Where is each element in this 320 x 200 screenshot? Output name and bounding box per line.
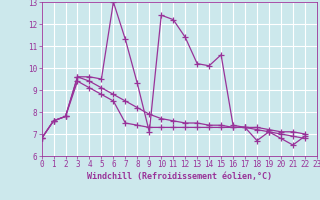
X-axis label: Windchill (Refroidissement éolien,°C): Windchill (Refroidissement éolien,°C) bbox=[87, 172, 272, 181]
